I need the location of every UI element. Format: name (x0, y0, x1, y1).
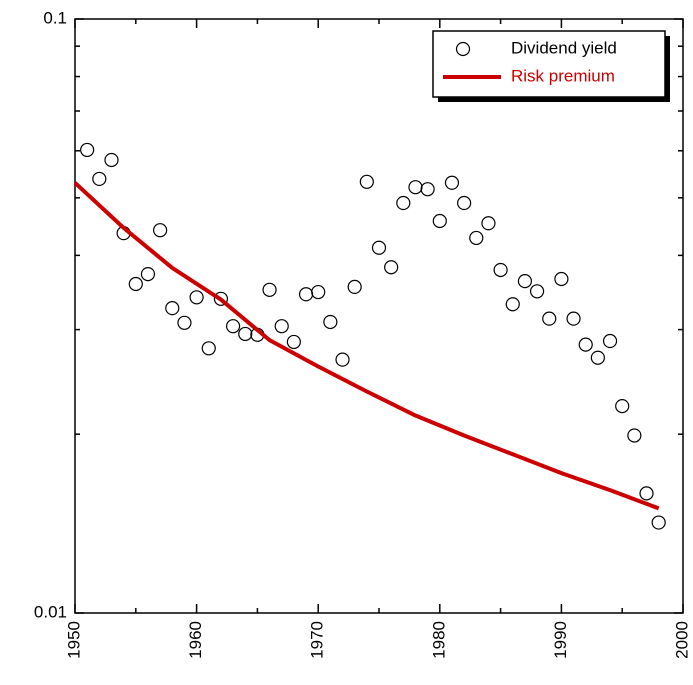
point (177, 315, 192, 330)
x-tick-label: 1960 (186, 621, 205, 659)
point (80, 142, 95, 158)
point (408, 180, 423, 195)
point (542, 311, 557, 326)
point (469, 230, 484, 246)
point (457, 195, 472, 211)
point (165, 301, 180, 316)
x-tick-label: 1950 (64, 621, 83, 659)
y-tick-label: 0.01 (34, 602, 67, 621)
point (347, 279, 362, 294)
point (213, 291, 229, 306)
point (505, 297, 520, 312)
point (371, 240, 387, 255)
point (335, 352, 350, 367)
point (602, 333, 618, 349)
point (578, 337, 593, 352)
point (286, 334, 301, 350)
point (444, 175, 460, 190)
point (225, 319, 241, 334)
point (554, 271, 569, 287)
point (323, 314, 338, 330)
point (517, 274, 533, 289)
point (420, 182, 435, 197)
legend-label: Risk premium (511, 66, 615, 85)
point (384, 260, 399, 275)
legend-label: Dividend yield (511, 38, 617, 57)
legend-box (432, 30, 666, 98)
point (262, 282, 277, 297)
point (432, 213, 447, 229)
x-tick-label: 1990 (551, 621, 570, 659)
x-tick-label: 1980 (429, 621, 448, 659)
x-tick-label: 2000 (672, 621, 691, 659)
point (128, 276, 143, 292)
point (153, 223, 168, 238)
point (104, 152, 119, 168)
point (238, 326, 253, 342)
point (615, 399, 630, 414)
point (298, 287, 314, 302)
point (140, 266, 156, 282)
line (73, 181, 660, 511)
point (481, 216, 496, 231)
point (590, 350, 605, 365)
point (396, 195, 411, 211)
point (651, 515, 666, 530)
point (274, 319, 289, 334)
plot-frame (74, 18, 684, 614)
point (493, 262, 508, 278)
y-tick-label: 0.1 (43, 8, 67, 27)
point (201, 341, 216, 356)
legend-marker (455, 41, 471, 57)
point (529, 284, 545, 299)
point (92, 171, 107, 187)
point (566, 311, 581, 326)
point (639, 486, 654, 501)
point (627, 428, 642, 443)
x-tick-label: 1970 (308, 621, 327, 659)
point (189, 290, 204, 305)
point (359, 174, 374, 189)
point (311, 284, 326, 300)
